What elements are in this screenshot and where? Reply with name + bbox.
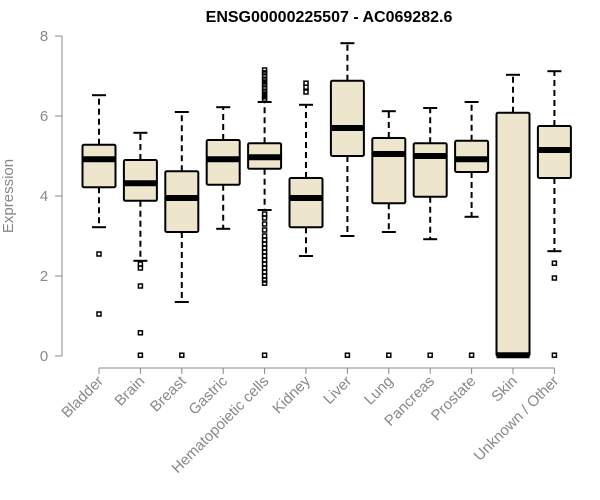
x-category-label: Kidney <box>269 372 314 417</box>
outlier-point <box>261 88 268 94</box>
y-axis-title: Expression <box>0 159 17 233</box>
x-category-label: Lung <box>361 373 397 409</box>
iqr-box <box>412 142 448 198</box>
outlier-point <box>261 67 268 73</box>
outlier-point <box>303 89 309 95</box>
outlier-point <box>261 82 268 88</box>
outlier-point <box>261 221 268 227</box>
y-tick-label: 8 <box>40 28 48 45</box>
box-bladder <box>81 94 117 317</box>
outlier-point <box>261 352 268 358</box>
outlier-point <box>551 260 558 266</box>
box-breast <box>164 111 200 358</box>
y-tick-label: 6 <box>40 108 48 125</box>
outlier-point <box>137 283 144 289</box>
boxes-group <box>81 42 572 359</box>
outlier-point <box>261 280 268 286</box>
iqr-box <box>81 143 117 189</box>
iqr-box <box>495 111 531 357</box>
outlier-point <box>137 352 144 358</box>
box-brain <box>122 131 158 358</box>
y-axis: 0 2 4 6 8 <box>40 28 63 365</box>
x-category-label: Liver <box>320 373 355 408</box>
iqr-box <box>205 139 241 186</box>
outlier-point <box>261 91 268 97</box>
box-gastric <box>205 106 241 230</box>
outlier-point <box>261 96 268 102</box>
x-category-label: Skin <box>488 373 521 406</box>
outlier-point <box>261 227 268 233</box>
iqr-box <box>329 79 365 157</box>
x-category-label: Prostate <box>428 373 480 425</box>
outlier-point <box>468 352 475 358</box>
outlier-point <box>261 85 268 91</box>
outlier-point <box>551 275 558 281</box>
box-kidney <box>288 80 324 257</box>
outlier-point <box>137 330 144 336</box>
outlier-point <box>96 251 102 257</box>
outlier-point <box>344 352 351 358</box>
outlier-point <box>137 265 144 271</box>
x-category-label: Brain <box>111 373 148 410</box>
outlier-point <box>261 76 268 82</box>
outlier-point <box>261 70 268 76</box>
box-lung <box>371 110 407 358</box>
x-category-label: Breast <box>147 372 190 415</box>
x-category-label: Bladder <box>58 373 107 422</box>
box-skin <box>495 73 531 359</box>
iqr-box <box>288 177 324 229</box>
outlier-point <box>303 84 309 90</box>
y-tick-label: 0 <box>40 348 48 365</box>
outlier-point <box>261 73 268 79</box>
outlier-point <box>386 352 392 358</box>
y-tick-label: 4 <box>40 188 48 205</box>
chart-title: ENSG00000225507 - AC069282.6 <box>206 9 453 26</box>
box-hematopoietic-cells <box>247 67 283 358</box>
outlier-point <box>261 277 268 283</box>
outlier-point <box>551 352 558 358</box>
box-pancreas <box>412 107 448 358</box>
box-unknown-other <box>536 70 572 358</box>
box-liver <box>329 42 365 358</box>
y-tick-label: 2 <box>40 268 48 285</box>
outlier-point <box>261 215 268 221</box>
iqr-box <box>164 170 200 233</box>
outlier-point <box>261 79 268 85</box>
box-prostate <box>454 101 490 358</box>
iqr-box <box>371 137 407 205</box>
outlier-point <box>179 352 185 358</box>
outlier-point <box>427 352 433 358</box>
outlier-point <box>96 311 102 317</box>
